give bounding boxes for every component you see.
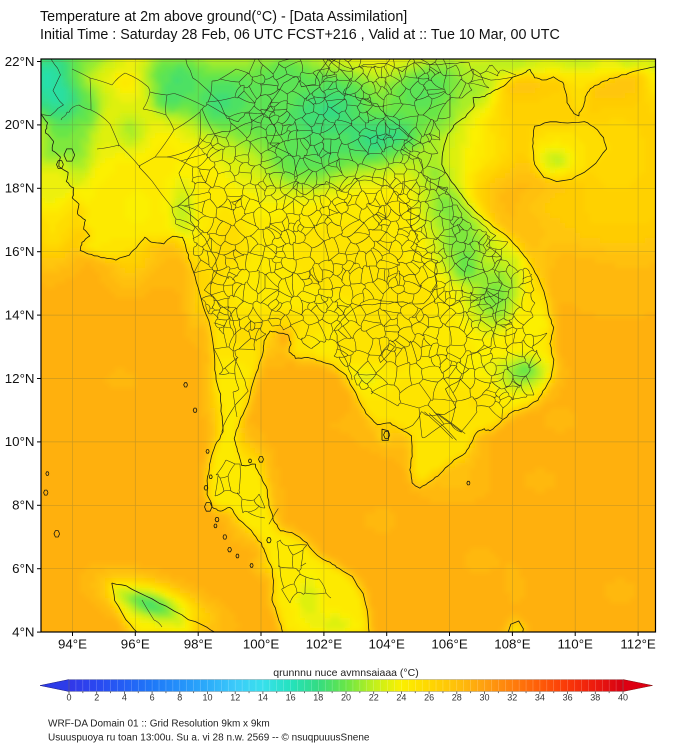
svg-text:30: 30 xyxy=(479,692,489,702)
svg-text:10: 10 xyxy=(202,692,212,702)
svg-text:34: 34 xyxy=(535,692,545,702)
svg-text:Temperature at 2m above ground: Temperature at 2m above ground(°C) - [Da… xyxy=(40,9,407,25)
svg-text:28: 28 xyxy=(452,692,462,702)
svg-text:108°E: 108°E xyxy=(494,637,531,652)
svg-text:36: 36 xyxy=(563,692,573,702)
svg-text:24: 24 xyxy=(396,692,406,702)
svg-text:96°E: 96°E xyxy=(121,637,150,652)
svg-text:2: 2 xyxy=(94,692,99,702)
svg-text:98°E: 98°E xyxy=(184,637,213,652)
svg-text:104°E: 104°E xyxy=(369,637,406,652)
svg-text:4°N: 4°N xyxy=(12,624,34,639)
svg-text:qrunnnu nuce avmnsaiaaa (°C): qrunnnu nuce avmnsaiaaa (°C) xyxy=(273,667,418,679)
svg-text:18°N: 18°N xyxy=(5,181,35,196)
svg-text:40: 40 xyxy=(618,692,628,702)
svg-text:22°N: 22°N xyxy=(5,54,35,69)
svg-text:16: 16 xyxy=(286,692,296,702)
svg-text:0: 0 xyxy=(66,692,71,702)
svg-text:8°N: 8°N xyxy=(12,498,34,513)
svg-text:14: 14 xyxy=(258,692,268,702)
svg-text:WRF-DA Domain 01 :: Grid Resol: WRF-DA Domain 01 :: Grid Resolution 9km … xyxy=(48,719,270,730)
svg-text:14°N: 14°N xyxy=(5,307,35,322)
svg-text:Initial Time : Saturday 28 Feb: Initial Time : Saturday 28 Feb, 06 UTC F… xyxy=(40,27,560,43)
svg-text:10°N: 10°N xyxy=(5,434,35,449)
svg-text:12: 12 xyxy=(230,692,240,702)
svg-text:106°E: 106°E xyxy=(431,637,468,652)
svg-text:20°N: 20°N xyxy=(5,117,35,132)
svg-text:6°N: 6°N xyxy=(12,561,34,576)
svg-text:38: 38 xyxy=(590,692,600,702)
svg-text:112°E: 112°E xyxy=(620,637,656,652)
svg-text:110°E: 110°E xyxy=(558,637,594,652)
svg-text:32: 32 xyxy=(507,692,517,702)
svg-text:12°N: 12°N xyxy=(5,371,35,386)
svg-text:26: 26 xyxy=(424,692,434,702)
svg-text:20: 20 xyxy=(341,692,351,702)
svg-text:8: 8 xyxy=(177,692,182,702)
svg-text:102°E: 102°E xyxy=(306,637,343,652)
svg-text:4: 4 xyxy=(122,692,127,702)
svg-text:Usuuspuoya ru toan 13:00u. Su: Usuuspuoya ru toan 13:00u. Su a. vi 28 n… xyxy=(48,733,370,744)
svg-text:94°E: 94°E xyxy=(58,637,87,652)
svg-text:22: 22 xyxy=(369,692,379,702)
svg-text:6: 6 xyxy=(150,692,155,702)
svg-text:16°N: 16°N xyxy=(5,244,35,259)
svg-text:100°E: 100°E xyxy=(243,637,280,652)
svg-text:18: 18 xyxy=(313,692,323,702)
